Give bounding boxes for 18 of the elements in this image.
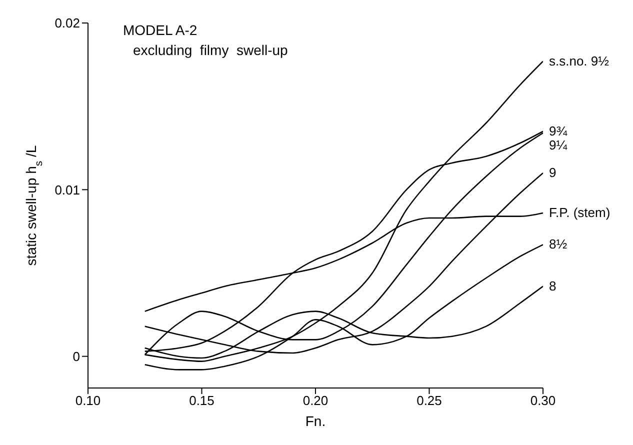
series-label: 8	[549, 278, 556, 294]
x-tick-label: 0.10	[75, 393, 101, 408]
x-tick-label: 0.20	[302, 393, 328, 408]
x-tick-label: 0.30	[530, 393, 556, 408]
series-label: 9¼	[549, 137, 568, 152]
x-tick-label: 0.15	[189, 393, 214, 408]
y-tick-label: 0.01	[54, 182, 80, 198]
x-tick-label: 0.25	[416, 393, 442, 408]
chart-title: MODEL A-2	[123, 22, 198, 38]
series-label: s.s.no. 9½	[549, 53, 610, 68]
series-label: 8½	[549, 236, 568, 252]
series-label: 9¾	[549, 123, 568, 138]
y-tick-label: 0.02	[54, 16, 80, 31]
series-label: 9	[549, 165, 556, 180]
x-axis-title: Fn.	[305, 413, 326, 429]
y-tick-label: 0	[72, 348, 80, 364]
text: excluding filmy swell-up	[133, 42, 288, 58]
series-label: F.P. (stem)	[549, 205, 610, 220]
